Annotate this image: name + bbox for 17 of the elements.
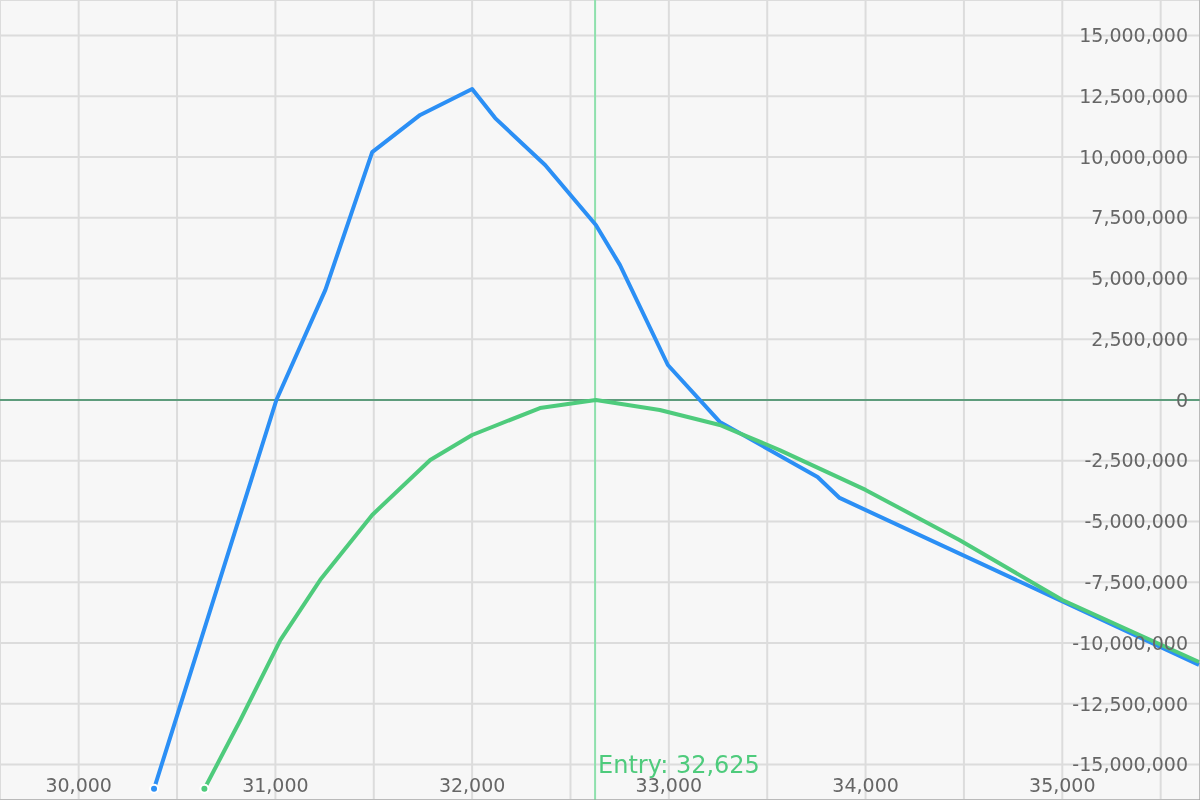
y-tick-label: 7,500,000 bbox=[1091, 206, 1188, 229]
y-tick-label: 12,500,000 bbox=[1079, 84, 1188, 107]
y-tick-label: -12,500,000 bbox=[1072, 692, 1188, 715]
x-tick-label: 31,000 bbox=[242, 774, 309, 796]
y-tick-label: 10,000,000 bbox=[1079, 145, 1188, 168]
y-tick-label: -2,500,000 bbox=[1084, 449, 1188, 472]
x-tick-label: 32,000 bbox=[438, 774, 506, 796]
ref-line-label: Entry: 32,625 bbox=[598, 751, 760, 779]
y-tick-label: -7,500,000 bbox=[1084, 571, 1188, 594]
y-tick-label: 2,500,000 bbox=[1091, 327, 1188, 350]
y-tick-label: -5,000,000 bbox=[1084, 510, 1188, 533]
y-tick-label: 15,000,000 bbox=[1079, 24, 1188, 47]
x-tick-label: 35,000 bbox=[1029, 774, 1096, 796]
y-tick-label: 5,000,000 bbox=[1091, 267, 1188, 290]
y-tick-label: -15,000,000 bbox=[1072, 753, 1188, 776]
x-tick-label: 30,000 bbox=[45, 774, 112, 796]
x-tick-label: 34,000 bbox=[832, 774, 899, 796]
